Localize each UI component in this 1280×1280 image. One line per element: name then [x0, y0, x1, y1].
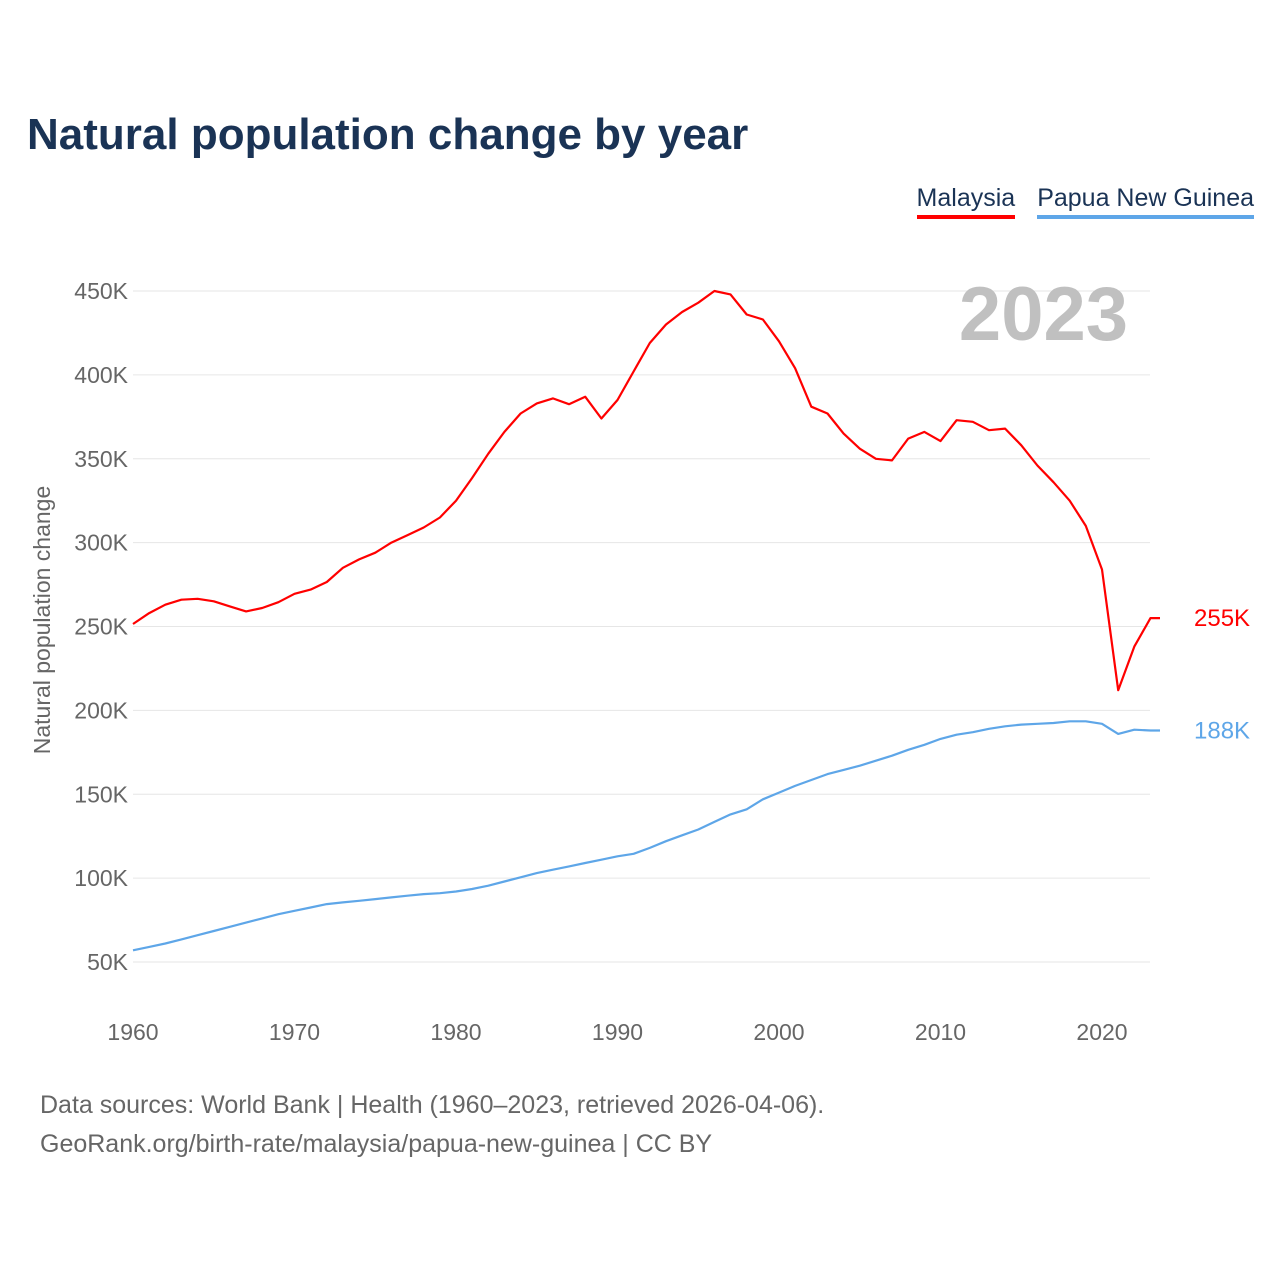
x-tick-label: 2010 [915, 1019, 966, 1045]
legend-item-malaysia[interactable]: Malaysia [916, 184, 1016, 219]
y-tick-label: 150K [74, 781, 128, 807]
flag-bg [1160, 604, 1188, 632]
y-tick-label: 400K [74, 362, 128, 388]
flag-red [1160, 717, 1188, 745]
flag-stripe [1160, 608, 1188, 610]
flag-stripe [1160, 616, 1188, 618]
flag-stripe [1160, 604, 1188, 606]
y-tick-label: 50K [87, 949, 129, 975]
malaysia-flag-icon [1160, 604, 1188, 632]
end-value-label: 188K [1194, 718, 1250, 745]
end-value-label: 255K [1194, 605, 1250, 632]
y-tick-label: 200K [74, 697, 128, 723]
y-tick-label: 350K [74, 446, 128, 472]
flag-bird [1178, 723, 1184, 729]
flag-stripe [1160, 628, 1188, 630]
flag-stripe [1160, 612, 1188, 614]
y-axis-label: Natural population change [29, 486, 55, 755]
y-tick-label: 300K [74, 530, 128, 556]
chart-title: Natural population change by year [27, 110, 749, 159]
x-tick-label: 1980 [430, 1019, 481, 1045]
x-tick-label: 1960 [107, 1019, 158, 1045]
footer-link[interactable]: GeoRank.org/birth-rate/malaysia/papua-ne… [40, 1130, 713, 1158]
papua-new-guinea-flag-icon [1160, 717, 1188, 745]
flag-stripe [1160, 624, 1188, 626]
legend: Malaysia Papua New Guinea [916, 184, 1254, 219]
flag-stripe [1160, 620, 1188, 622]
x-tick-label: 2020 [1076, 1019, 1127, 1045]
series-line-0 [132, 289, 1160, 692]
x-tick-label: 2000 [753, 1019, 804, 1045]
series-line-1 [132, 720, 1160, 952]
x-tick-label: 1970 [269, 1019, 320, 1045]
flag-canton [1160, 604, 1174, 618]
y-tick-label: 250K [74, 614, 128, 640]
y-tick-label: 100K [74, 865, 128, 891]
legend-item-papua-new-guinea[interactable]: Papua New Guinea [1037, 184, 1254, 219]
footer: Data sources: World Bank | Health (1960–… [40, 1086, 824, 1164]
y-tick-label: 450K [74, 278, 128, 304]
flag-bg [1160, 717, 1188, 745]
year-watermark: 2023 [959, 272, 1128, 357]
flag-moon [1163, 607, 1171, 615]
x-tick-label: 1990 [592, 1019, 643, 1045]
footer-sources: Data sources: World Bank | Health (1960–… [40, 1091, 825, 1119]
